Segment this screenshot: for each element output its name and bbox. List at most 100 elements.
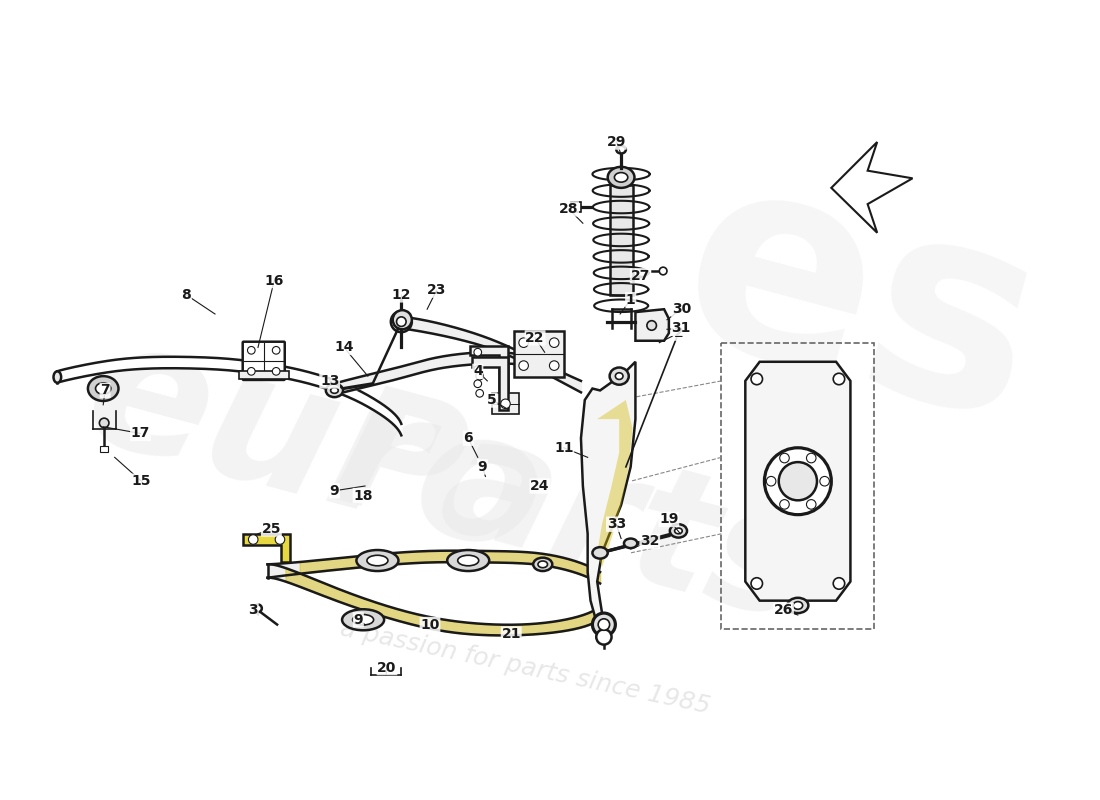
- Circle shape: [500, 399, 510, 409]
- Ellipse shape: [670, 524, 688, 538]
- Polygon shape: [597, 400, 632, 567]
- Ellipse shape: [326, 384, 343, 397]
- Ellipse shape: [254, 605, 262, 612]
- Ellipse shape: [367, 555, 388, 566]
- Ellipse shape: [353, 614, 374, 625]
- Bar: [609, 185, 632, 295]
- Text: 9: 9: [477, 460, 487, 474]
- Text: 11: 11: [554, 441, 573, 454]
- Text: 1: 1: [626, 293, 636, 306]
- Ellipse shape: [356, 550, 398, 571]
- Circle shape: [273, 367, 280, 375]
- Text: 9: 9: [353, 613, 363, 626]
- Ellipse shape: [609, 367, 629, 385]
- Text: 10: 10: [420, 618, 440, 631]
- Ellipse shape: [538, 561, 548, 568]
- Ellipse shape: [96, 383, 111, 394]
- Ellipse shape: [788, 598, 808, 613]
- Polygon shape: [472, 357, 508, 410]
- Polygon shape: [470, 346, 508, 390]
- Circle shape: [549, 361, 559, 370]
- Text: 23: 23: [427, 283, 447, 297]
- Ellipse shape: [593, 547, 607, 558]
- Circle shape: [549, 338, 559, 347]
- Text: 29: 29: [606, 135, 626, 149]
- Text: 12: 12: [392, 288, 411, 302]
- Text: 9: 9: [330, 484, 339, 498]
- Ellipse shape: [88, 376, 119, 401]
- Circle shape: [474, 349, 482, 356]
- Ellipse shape: [659, 267, 667, 275]
- Text: 3: 3: [249, 603, 258, 618]
- Circle shape: [751, 374, 762, 385]
- Circle shape: [751, 578, 762, 589]
- Polygon shape: [746, 362, 850, 601]
- Ellipse shape: [448, 550, 490, 571]
- Text: 8: 8: [182, 288, 191, 302]
- Text: a passion for parts since 1985: a passion for parts since 1985: [339, 617, 713, 718]
- Text: es: es: [654, 128, 1066, 481]
- Text: 14: 14: [334, 341, 354, 354]
- Text: 31: 31: [672, 322, 691, 335]
- Circle shape: [275, 534, 285, 544]
- Circle shape: [806, 500, 816, 509]
- Circle shape: [806, 454, 816, 463]
- Polygon shape: [243, 534, 290, 562]
- Polygon shape: [581, 362, 636, 625]
- Text: 21: 21: [502, 627, 521, 641]
- Circle shape: [476, 372, 484, 380]
- Text: 25: 25: [262, 522, 282, 536]
- Text: 13: 13: [320, 374, 339, 388]
- Ellipse shape: [615, 173, 628, 182]
- Circle shape: [476, 390, 484, 397]
- Text: 26: 26: [773, 603, 793, 618]
- Circle shape: [474, 380, 482, 387]
- Text: 19: 19: [659, 513, 679, 526]
- Text: euro: euro: [68, 302, 562, 593]
- Text: 15: 15: [132, 474, 151, 488]
- Bar: [514, 331, 564, 377]
- Ellipse shape: [764, 448, 832, 514]
- Text: 28: 28: [559, 202, 579, 216]
- Ellipse shape: [624, 538, 637, 548]
- FancyBboxPatch shape: [243, 342, 285, 380]
- Text: 30: 30: [672, 302, 691, 316]
- Bar: [100, 446, 108, 451]
- Text: Parts: Parts: [318, 373, 828, 656]
- Text: 16: 16: [264, 274, 284, 287]
- Ellipse shape: [390, 311, 411, 332]
- Ellipse shape: [779, 462, 817, 500]
- Circle shape: [249, 534, 258, 544]
- Circle shape: [99, 418, 109, 428]
- Ellipse shape: [331, 387, 339, 394]
- Text: 17: 17: [131, 426, 151, 441]
- Circle shape: [248, 346, 255, 354]
- Ellipse shape: [598, 619, 609, 630]
- Ellipse shape: [54, 371, 62, 383]
- Circle shape: [248, 367, 255, 375]
- Circle shape: [767, 477, 775, 486]
- Circle shape: [273, 346, 280, 354]
- Circle shape: [833, 374, 845, 385]
- Text: 4: 4: [473, 364, 483, 378]
- Text: 5: 5: [487, 393, 497, 407]
- Ellipse shape: [607, 167, 635, 188]
- Ellipse shape: [393, 310, 411, 330]
- Text: 27: 27: [630, 269, 650, 282]
- Text: 32: 32: [640, 534, 659, 549]
- Circle shape: [833, 578, 845, 589]
- Ellipse shape: [615, 373, 623, 379]
- Bar: [571, 202, 581, 212]
- Text: 18: 18: [353, 489, 373, 502]
- Circle shape: [647, 321, 657, 330]
- Polygon shape: [636, 310, 669, 341]
- Ellipse shape: [596, 630, 612, 645]
- Circle shape: [519, 361, 528, 370]
- Text: 7: 7: [100, 383, 110, 398]
- Text: 22: 22: [526, 331, 544, 345]
- Ellipse shape: [458, 555, 478, 566]
- Ellipse shape: [534, 558, 552, 571]
- Bar: [492, 394, 519, 414]
- Ellipse shape: [616, 146, 626, 154]
- Text: 20: 20: [377, 661, 397, 674]
